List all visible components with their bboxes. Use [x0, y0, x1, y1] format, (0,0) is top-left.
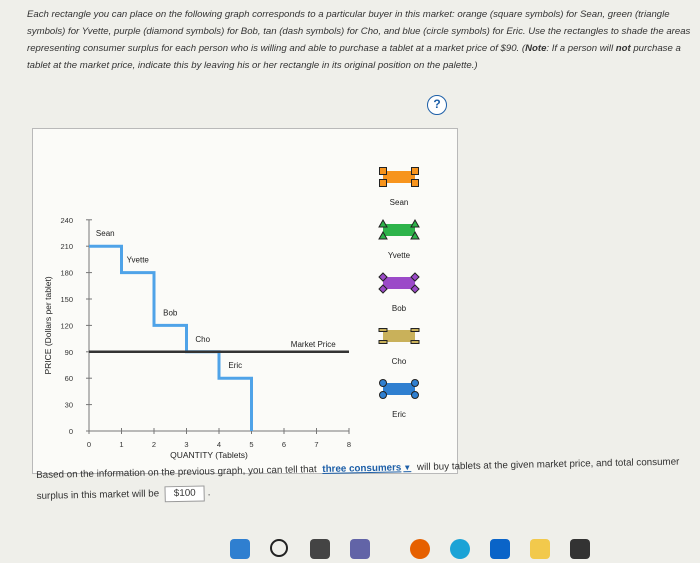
dropdown-value: three consumers: [322, 462, 402, 476]
x-tick-label: 2: [152, 440, 156, 449]
task-view-icon[interactable]: [310, 539, 330, 559]
search-icon[interactable]: [270, 539, 288, 557]
diamond-rect[interactable]: [383, 277, 415, 289]
circle-handle-icon[interactable]: [379, 379, 387, 387]
step-label-bob: Bob: [163, 308, 178, 317]
instructions: Each rectangle you can place on the foll…: [27, 6, 697, 74]
square-handle-icon[interactable]: [411, 167, 419, 175]
market-price-label: Market Price: [291, 340, 336, 349]
dash-handle-icon[interactable]: [410, 328, 420, 332]
triangle-handle-icon[interactable]: [378, 218, 388, 228]
file-explorer-icon[interactable]: [530, 539, 550, 559]
y-tick-label: 150: [60, 295, 73, 304]
circle-rect[interactable]: [383, 383, 415, 395]
palette-rect-sean[interactable]: [379, 167, 419, 187]
dash-handle-icon[interactable]: [378, 328, 388, 332]
diamond-handle-icon[interactable]: [378, 272, 388, 282]
y-axis-label: PRICE (Dollars per tablet): [43, 276, 53, 374]
circle-handle-icon[interactable]: [379, 391, 387, 399]
y-tick-label: 90: [65, 348, 73, 357]
circle-handle-icon[interactable]: [411, 391, 419, 399]
x-tick-label: 7: [314, 440, 318, 449]
chat-icon[interactable]: [350, 539, 370, 559]
conclusion-text-1: Based on the information on the previous…: [36, 464, 317, 481]
instructions-text-2: : If a person will: [546, 43, 616, 54]
square-handle-icon[interactable]: [379, 179, 387, 187]
square-handle-icon[interactable]: [411, 179, 419, 187]
palette-label-yvette: Yvette: [388, 251, 411, 260]
x-tick-label: 4: [217, 440, 221, 449]
square-rect[interactable]: [383, 171, 415, 183]
palette-rect-eric[interactable]: [379, 379, 419, 399]
store-icon[interactable]: [570, 539, 590, 559]
step-label-eric: Eric: [228, 361, 242, 370]
x-tick-label: 0: [87, 440, 91, 449]
palette-label-bob: Bob: [392, 304, 407, 313]
step-label-sean: Sean: [96, 229, 115, 238]
y-tick-label: 180: [60, 269, 73, 278]
taskbar: [230, 535, 700, 563]
consumers-dropdown[interactable]: three consumers ▼: [322, 457, 411, 480]
step-label-cho: Cho: [195, 335, 210, 344]
help-icon[interactable]: ?: [427, 95, 447, 115]
y-tick-label: 30: [65, 401, 73, 410]
palette-rect-yvette[interactable]: [378, 218, 420, 240]
circle-handle-icon[interactable]: [411, 379, 419, 387]
demand-curve: [89, 244, 253, 431]
palette-rect-bob[interactable]: [378, 272, 420, 294]
diamond-handle-icon[interactable]: [410, 284, 420, 294]
diamond-handle-icon[interactable]: [378, 284, 388, 294]
y-tick-label: 0: [69, 427, 73, 436]
palette-label-cho: Cho: [392, 357, 407, 366]
not-word: not: [615, 43, 631, 54]
surplus-input[interactable]: $100: [164, 485, 205, 503]
edge-icon[interactable]: [450, 539, 470, 559]
period: .: [207, 487, 211, 499]
caret-down-icon: ▼: [403, 463, 412, 473]
x-tick-label: 6: [282, 440, 286, 449]
graph-panel: 240 210 180 150 120 90 60 30 0 0 1 2 3 4 5 6 7 8 QUANTITY …: [32, 128, 458, 474]
y-tick-label: 240: [60, 216, 73, 225]
y-tick-label: 120: [60, 321, 73, 330]
triangle-handle-icon[interactable]: [410, 230, 420, 240]
palette-rect-cho[interactable]: [378, 328, 420, 344]
step-label-yvette: Yvette: [127, 256, 150, 265]
demand-graph: 240 210 180 150 120 90 60 30 0 0 1 2 3 4 5 6 7 8 QUANTITY …: [43, 167, 420, 460]
palette-label-sean: Sean: [390, 198, 409, 207]
palette-label-eric: Eric: [392, 410, 406, 419]
x-tick-label: 1: [119, 440, 123, 449]
square-handle-icon[interactable]: [379, 167, 387, 175]
x-tick-label: 8: [347, 440, 351, 449]
dash-rect[interactable]: [383, 330, 415, 342]
x-tick-label: 3: [184, 440, 188, 449]
x-tick-label: 5: [249, 440, 253, 449]
x-axis-label: QUANTITY (Tablets): [170, 450, 248, 460]
windows-icon[interactable]: [230, 539, 250, 559]
diamond-handle-icon[interactable]: [410, 272, 420, 282]
note-label: Note: [525, 43, 547, 54]
y-tick-label: 60: [65, 374, 73, 383]
mail-icon[interactable]: [490, 539, 510, 559]
instructions-text: Each rectangle you can place on the foll…: [27, 9, 691, 54]
dash-handle-icon[interactable]: [410, 340, 420, 344]
triangle-handle-icon[interactable]: [378, 230, 388, 240]
y-tick-label: 210: [60, 242, 73, 251]
instructions-text-3: purchase a tablet at the market price, i…: [27, 43, 681, 71]
firefox-icon[interactable]: [410, 539, 430, 559]
triangle-handle-icon[interactable]: [410, 218, 420, 228]
dash-handle-icon[interactable]: [378, 340, 388, 344]
triangle-rect[interactable]: [383, 224, 415, 236]
